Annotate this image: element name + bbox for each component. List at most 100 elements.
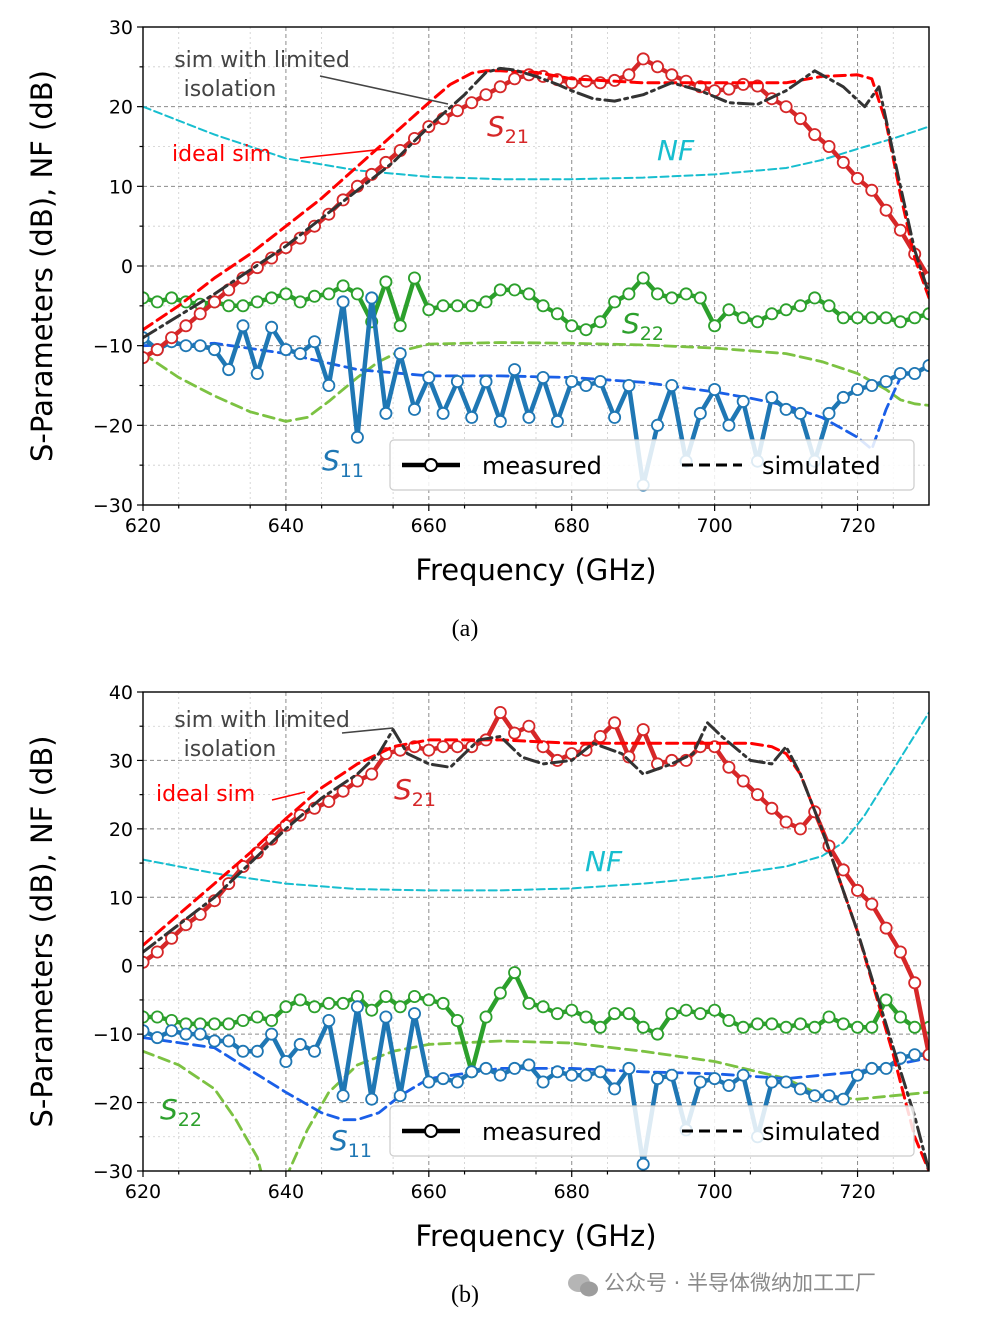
series-line-limited — [143, 66, 929, 340]
data-point — [508, 283, 522, 297]
series-line-s21-ideal — [143, 69, 929, 332]
data-point — [307, 335, 321, 349]
data-point — [150, 343, 164, 357]
series-nf — [143, 105, 929, 181]
data-point — [407, 1007, 421, 1021]
data-point — [651, 287, 665, 301]
data-point — [493, 986, 507, 1000]
series-line-nf — [143, 105, 929, 181]
data-point — [565, 374, 579, 388]
limited-isolation-label-line1: sim with limited — [174, 48, 350, 73]
data-point — [793, 112, 807, 126]
data-point — [865, 183, 879, 197]
data-point — [865, 311, 879, 325]
data-point — [579, 323, 593, 337]
data-point — [350, 774, 364, 788]
data-point — [536, 1000, 550, 1014]
data-point — [193, 339, 207, 353]
data-point — [436, 996, 450, 1010]
y-axis-label: S-Parameters (dB), NF (dB) — [25, 70, 59, 462]
data-point — [393, 319, 407, 333]
data-point — [307, 1044, 321, 1058]
data-point — [593, 1020, 607, 1034]
series-s21-meas — [143, 706, 929, 1062]
series-subscript: 11 — [348, 1140, 372, 1162]
data-point — [651, 418, 665, 432]
series-subscript: 22 — [640, 323, 664, 345]
data-point — [379, 1010, 393, 1024]
data-point — [893, 366, 907, 380]
data-point — [250, 261, 264, 275]
data-point — [851, 1068, 865, 1082]
data-point — [665, 68, 679, 82]
y-tick-label: 30 — [109, 750, 133, 772]
data-point — [465, 1065, 479, 1079]
data-point — [722, 760, 736, 774]
data-point — [736, 774, 750, 788]
data-point — [851, 171, 865, 185]
data-point — [250, 295, 264, 309]
data-point — [636, 723, 650, 737]
data-point — [593, 315, 607, 329]
series-nf — [143, 711, 929, 892]
legend-simulated-label: simulated — [762, 452, 881, 480]
data-point — [207, 1017, 221, 1031]
data-point — [222, 363, 236, 377]
data-point — [851, 883, 865, 897]
data-point — [679, 74, 693, 88]
data-point — [322, 287, 336, 301]
series-subscript: 11 — [340, 460, 364, 482]
data-point — [822, 299, 836, 313]
data-point — [322, 1014, 336, 1028]
data-point — [165, 1024, 179, 1038]
wechat-icon — [568, 1274, 598, 1297]
data-point — [450, 1014, 464, 1028]
data-point — [422, 743, 436, 757]
data-point — [143, 351, 150, 365]
data-point — [165, 931, 179, 945]
data-point — [179, 339, 193, 353]
data-point — [379, 406, 393, 420]
data-point — [879, 374, 893, 388]
data-point — [608, 716, 622, 730]
data-point — [836, 863, 850, 877]
data-point — [722, 1014, 736, 1028]
data-point — [322, 378, 336, 392]
data-point — [693, 1075, 707, 1089]
data-point — [479, 374, 493, 388]
data-point — [193, 307, 207, 321]
data-point — [693, 406, 707, 420]
data-point — [793, 1017, 807, 1031]
series-subscript: 22 — [178, 1109, 202, 1131]
ideal-sim-label: ideal sim — [156, 782, 255, 807]
data-point — [250, 366, 264, 380]
data-point — [293, 295, 307, 309]
data-point — [436, 299, 450, 313]
data-point — [236, 319, 250, 333]
s22-label: S22 — [622, 307, 664, 345]
data-point — [365, 767, 379, 781]
series-symbol: S — [322, 444, 340, 477]
data-point — [365, 1092, 379, 1106]
series-symbol: S — [394, 773, 412, 806]
data-point — [550, 1007, 564, 1021]
data-point — [893, 1010, 907, 1024]
data-point — [336, 784, 350, 798]
series-symbol: S — [330, 1124, 348, 1157]
data-point — [579, 1068, 593, 1082]
series-line-nf — [143, 711, 929, 892]
data-point — [736, 77, 750, 91]
series-s11-meas — [143, 1000, 929, 1171]
data-point — [908, 1020, 922, 1034]
data-point — [865, 1061, 879, 1075]
data-point — [522, 719, 536, 733]
data-point — [593, 1065, 607, 1079]
nf-label: NF — [657, 134, 695, 167]
data-point — [422, 1075, 436, 1089]
data-point — [236, 299, 250, 313]
data-point — [465, 96, 479, 110]
data-point — [450, 1075, 464, 1089]
data-point — [536, 1075, 550, 1089]
data-point — [536, 299, 550, 313]
data-point — [265, 1014, 279, 1028]
